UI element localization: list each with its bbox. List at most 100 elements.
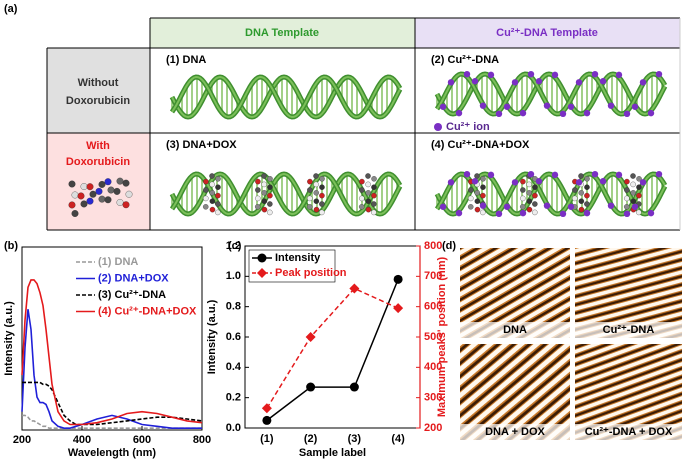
cu-ion	[535, 78, 543, 85]
dox-atom	[526, 190, 532, 196]
atom	[68, 180, 76, 188]
dox-atom	[261, 198, 268, 204]
cu-ion	[631, 203, 639, 210]
dox-atom	[578, 173, 584, 179]
legend-label: (2) DNA+DOX	[98, 272, 169, 284]
image-label: DNA + DOX	[485, 426, 545, 438]
dox-atom	[359, 178, 365, 185]
series-line	[22, 414, 202, 429]
cu-ion	[527, 70, 535, 78]
dox-atom	[365, 181, 371, 188]
cu-ion	[487, 171, 495, 179]
panel-b: (b) 200 400 600 800 Wavelength (nm) Intensity …	[3, 240, 211, 459]
cu-ion	[463, 70, 471, 78]
dox-atom	[636, 192, 642, 199]
dox-atom	[203, 187, 209, 193]
dox-atom	[261, 173, 267, 179]
atom	[122, 201, 130, 209]
atom	[113, 187, 121, 195]
cu-ion	[447, 79, 455, 86]
dox-atom	[474, 173, 480, 179]
data-point	[349, 382, 359, 392]
table-lines	[46, 17, 681, 231]
data-point	[393, 274, 403, 284]
atom	[71, 210, 79, 217]
data-point	[306, 382, 316, 392]
cell-label: (1) DNA	[166, 54, 206, 66]
dox-atom	[532, 192, 538, 199]
legend-label: (3) Cu²⁺-DNA	[98, 289, 166, 301]
y-axis-label: Intensity (a.u.)	[3, 301, 15, 376]
cu-ion	[551, 171, 559, 179]
dox-atom	[215, 176, 221, 182]
data-point	[393, 303, 404, 314]
dox-atom	[215, 209, 221, 216]
y2-axis-label: Maximum peaks' position (nm)	[436, 257, 448, 418]
cu-ion	[439, 203, 447, 210]
dox-atom	[254, 204, 261, 210]
cu-ion	[575, 79, 583, 86]
dox-atom	[202, 204, 209, 210]
legend-label: (1) DNA	[98, 256, 138, 268]
cu-ion	[567, 103, 575, 110]
cu-ion	[519, 209, 527, 217]
column-header: DNA Template	[245, 27, 319, 39]
dox-atom	[636, 176, 642, 182]
dox-atom	[267, 176, 273, 182]
dox-atom	[215, 192, 221, 199]
dox-atom	[584, 176, 590, 182]
cu-ion	[479, 202, 487, 209]
legend-label: Cu²⁺ ion	[446, 121, 490, 133]
cu-ion	[519, 109, 527, 117]
cu-ion	[631, 103, 639, 110]
image-label-bg	[575, 424, 682, 440]
dox-atom	[519, 204, 526, 210]
atom	[98, 180, 106, 188]
dox-atom	[255, 178, 261, 185]
cu-ion	[559, 110, 567, 118]
series-line	[266, 279, 399, 421]
atom	[86, 183, 94, 191]
x-tick-label: (1)	[260, 433, 274, 445]
y2-tick-label: 800	[424, 240, 442, 252]
molecule	[68, 177, 133, 217]
row-header: With	[86, 140, 110, 152]
dox-atom	[520, 187, 526, 193]
dox-atom	[624, 178, 630, 185]
atom	[116, 198, 124, 206]
cu-ion	[479, 102, 487, 109]
dox-atom	[307, 195, 313, 202]
dox-atom	[267, 192, 273, 199]
dox-atom	[630, 190, 636, 196]
atom	[104, 178, 112, 186]
cu-ion	[455, 109, 463, 117]
cu-ion	[463, 170, 471, 178]
y2-tick-label: 600	[424, 301, 442, 313]
dox-atom	[578, 190, 584, 196]
dox-atom	[584, 201, 590, 207]
dox-atom	[319, 184, 325, 190]
dox-atom	[209, 198, 216, 204]
strand-highlight	[171, 172, 401, 216]
atom	[80, 183, 88, 190]
dox-atom	[623, 204, 630, 210]
dox-atom	[365, 206, 372, 213]
cu-ion	[647, 109, 655, 117]
row-bg	[47, 133, 150, 230]
image-label: DNA	[503, 324, 527, 336]
cu-ion	[471, 78, 479, 85]
cu-ion	[559, 210, 567, 218]
dox-atom	[319, 209, 325, 216]
dox-atom	[480, 176, 486, 182]
dox-atom	[532, 209, 538, 216]
x-tick-label: (2)	[304, 433, 318, 445]
panel-label: (d)	[442, 240, 456, 252]
dox-atom	[526, 206, 533, 213]
cu-ion	[639, 79, 647, 86]
dox-atom	[474, 206, 481, 213]
dox-atom	[474, 198, 481, 204]
dox-atom	[636, 209, 642, 216]
atom	[80, 200, 88, 208]
